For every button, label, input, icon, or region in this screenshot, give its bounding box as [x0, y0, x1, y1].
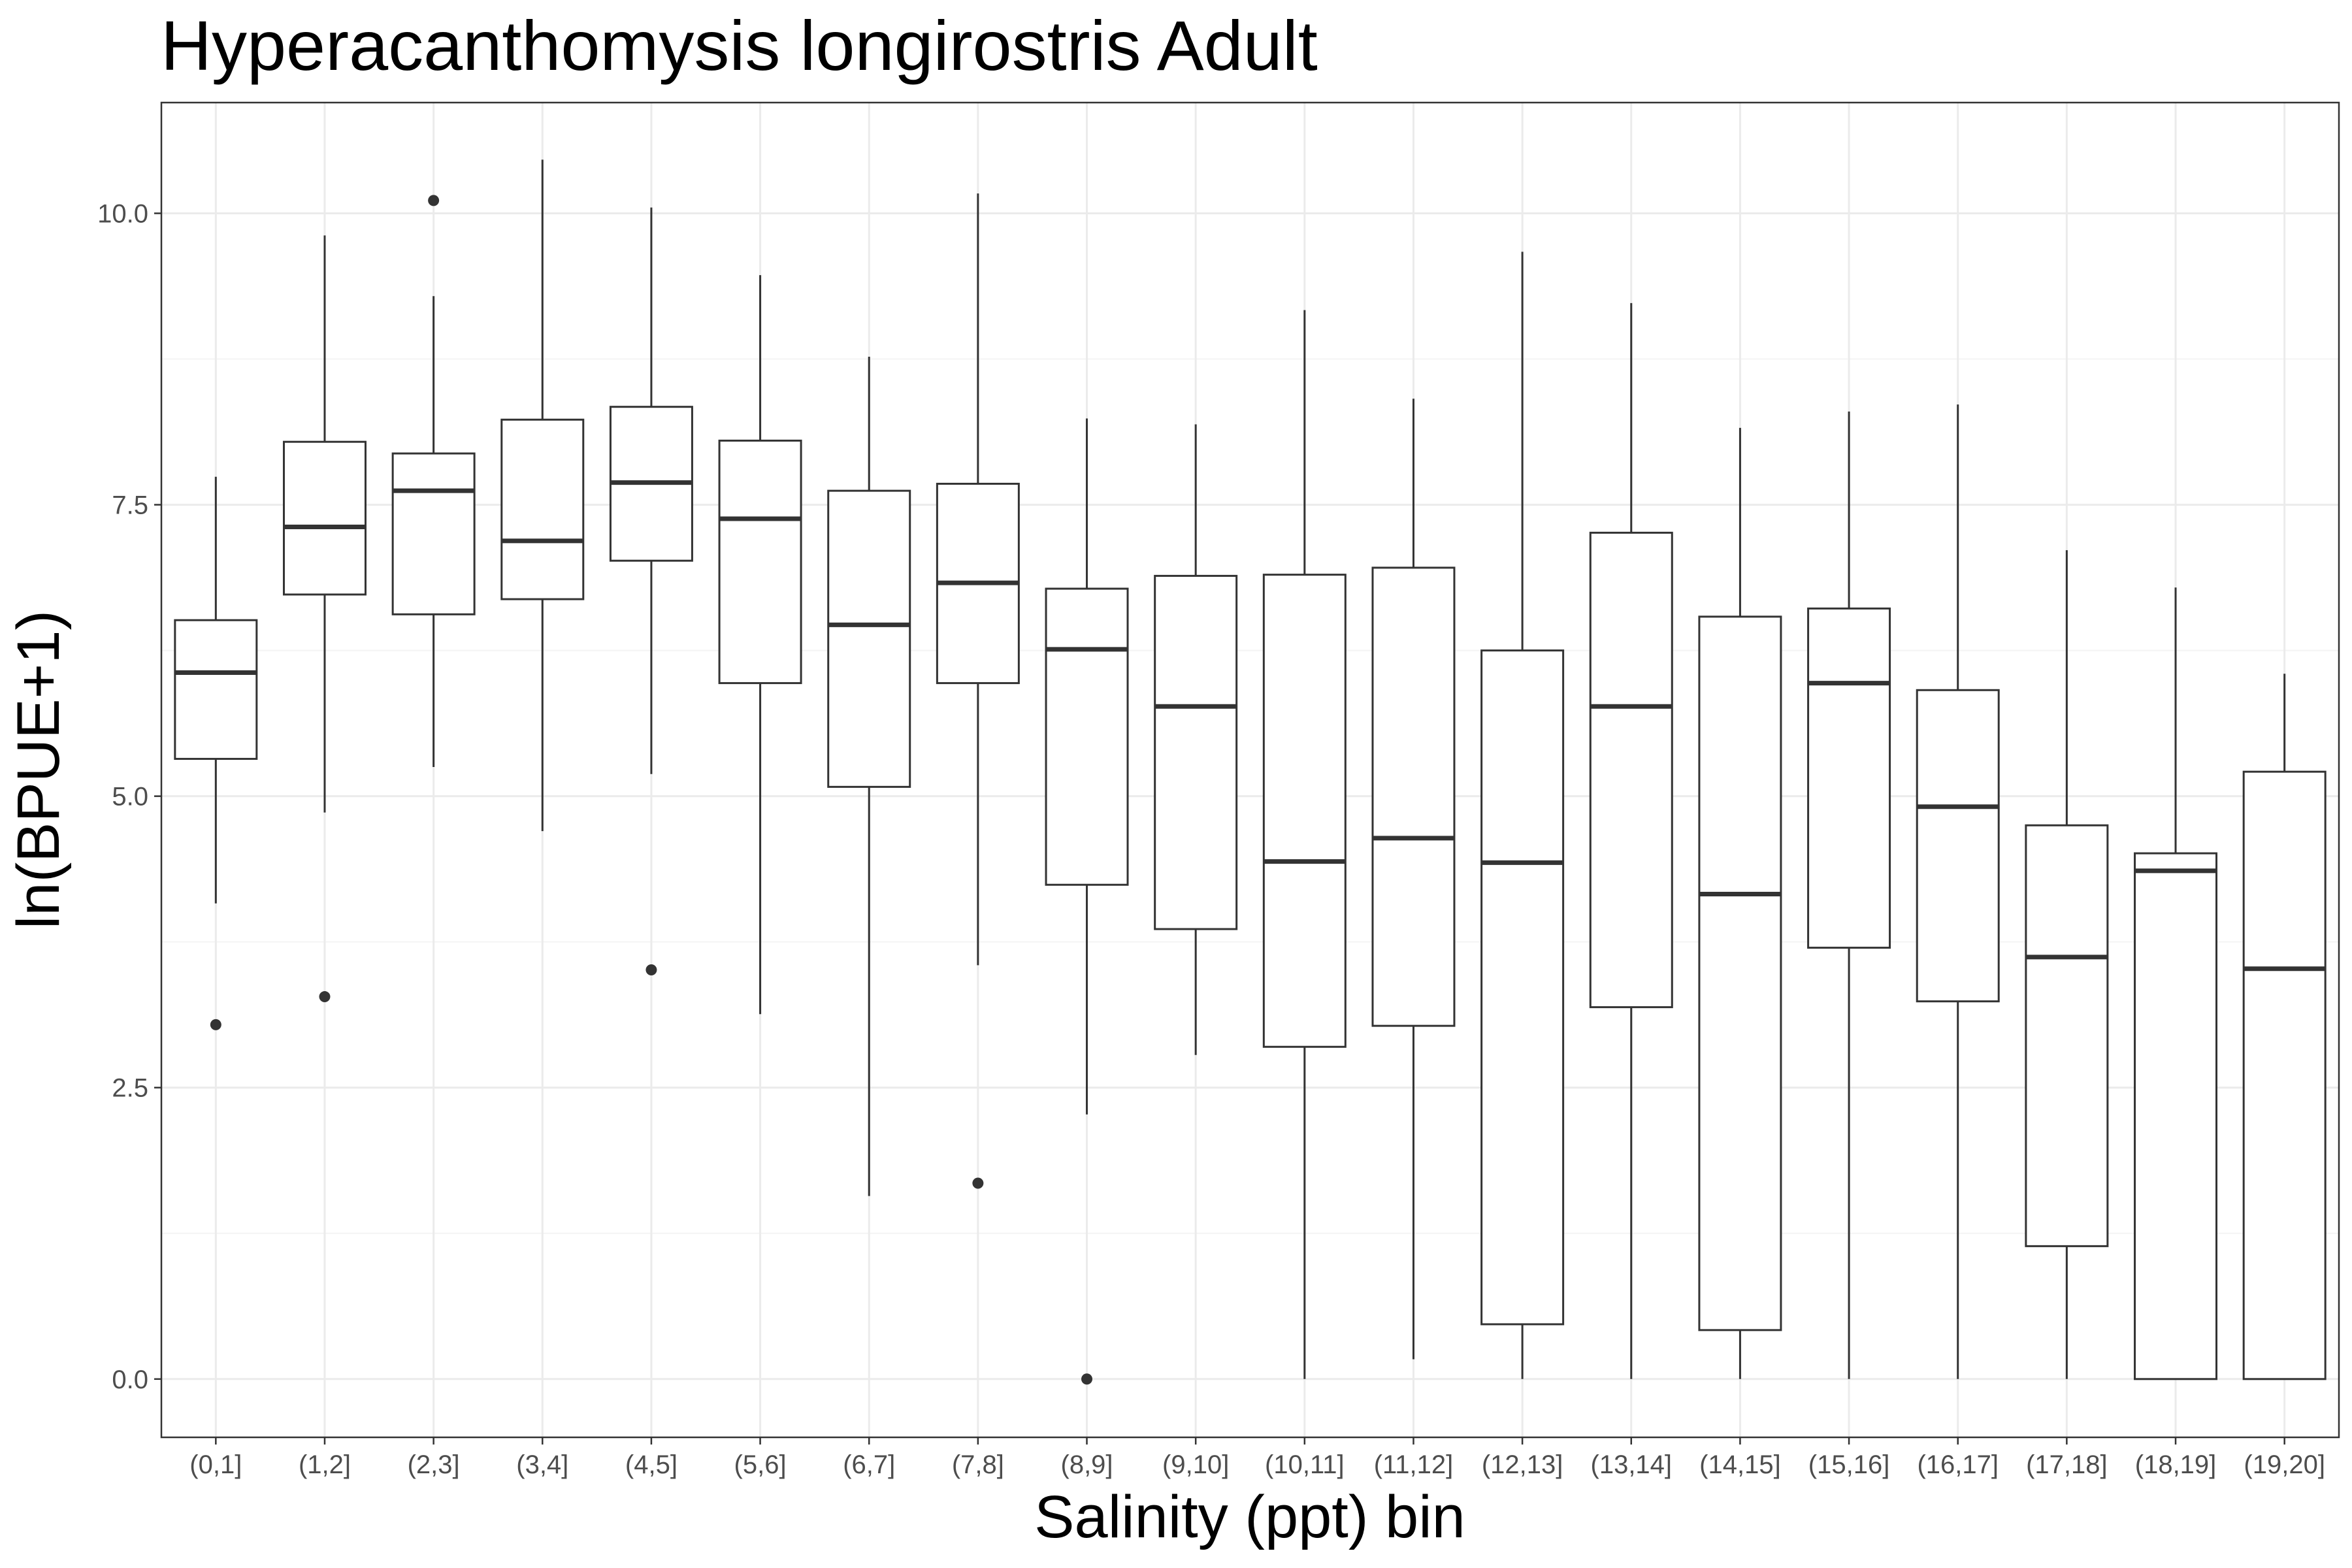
iqr-box	[1916, 689, 2000, 1003]
y-axis-title: ln(BPUE+1)	[5, 610, 72, 929]
box-group	[391, 195, 476, 768]
x-tick-label: (7,8]	[952, 1450, 1004, 1479]
iqr-box	[827, 489, 911, 788]
iqr-box	[2134, 852, 2218, 1380]
grid-layer	[161, 103, 2339, 1437]
box-group	[1045, 418, 1129, 1385]
iqr-box	[1371, 566, 1456, 1027]
outlier-point	[319, 991, 331, 1003]
box-group	[1916, 404, 2000, 1379]
box-group	[1371, 399, 1456, 1360]
box-group	[500, 159, 585, 832]
x-tick-label: (4,5]	[625, 1450, 678, 1479]
iqr-box	[1698, 615, 1782, 1331]
iqr-box	[1262, 574, 1347, 1048]
iqr-box	[282, 440, 367, 596]
box-group	[718, 275, 802, 1015]
x-tick-label: (6,7]	[843, 1450, 895, 1479]
x-tick-label: (16,17]	[1917, 1450, 1999, 1479]
y-tick-label: 7.5	[112, 491, 148, 520]
outlier-point	[428, 195, 440, 206]
box-layer	[174, 159, 2327, 1385]
box-group	[609, 207, 693, 976]
x-tick-label: (5,6]	[734, 1450, 787, 1479]
box-group	[827, 356, 911, 1196]
outlier-point	[645, 964, 657, 976]
x-tick-label: (18,19]	[2135, 1450, 2217, 1479]
iqr-box	[500, 418, 585, 600]
iqr-box	[391, 452, 476, 615]
x-tick-label: (3,4]	[516, 1450, 568, 1479]
box-group	[1154, 424, 1238, 1055]
outlier-point	[1081, 1373, 1093, 1385]
x-tick-label: (9,10]	[1162, 1450, 1229, 1479]
x-tick-label: (17,18]	[2026, 1450, 2108, 1479]
box-group	[1807, 411, 1891, 1379]
y-tick-label: 0.0	[112, 1365, 148, 1394]
iqr-box	[2242, 770, 2327, 1380]
x-tick-label: (13,14]	[1591, 1450, 1673, 1479]
x-tick-label: (19,20]	[2244, 1450, 2325, 1479]
chart-title: Hyperacanthomysis longirostris Adult	[161, 6, 1318, 85]
box-group	[2025, 550, 2109, 1379]
iqr-box	[1807, 607, 1891, 949]
iqr-box	[1480, 649, 1565, 1326]
box-group	[936, 193, 1020, 1189]
axis-layer: 0.0 2.5 5.0 7.5 10.0 (0,1] (1,2] (2,3] (3,4] (4,5…	[97, 200, 2325, 1479]
x-tick-label: (10,11]	[1265, 1450, 1345, 1479]
x-tick-label: (1,2]	[299, 1450, 351, 1479]
x-tick-label: (0,1]	[189, 1450, 242, 1479]
y-tick-label: 2.5	[112, 1074, 148, 1103]
outlier-point	[210, 1019, 221, 1030]
y-tick-label: 10.0	[97, 200, 148, 229]
box-group	[174, 476, 258, 1030]
box-group	[2242, 674, 2327, 1380]
box-group	[282, 235, 367, 1003]
iqr-box	[1154, 574, 1238, 930]
box-group	[1480, 252, 1565, 1379]
iqr-box	[174, 619, 258, 760]
x-axis-title: Salinity (ppt) bin	[1034, 1484, 1465, 1550]
x-tick-label: (2,3]	[408, 1450, 460, 1479]
iqr-box	[1045, 587, 1129, 886]
panel-border	[160, 101, 2340, 1439]
box-group	[1698, 427, 1782, 1379]
outlier-point	[972, 1177, 984, 1189]
y-tick-label: 5.0	[112, 783, 148, 811]
x-tick-label: (12,13]	[1482, 1450, 1563, 1479]
box-group	[2134, 587, 2218, 1380]
x-tick-label: (14,15]	[1699, 1450, 1781, 1479]
box-group	[1589, 302, 1673, 1379]
x-tick-label: (11,12]	[1374, 1450, 1454, 1479]
x-tick-label: (15,16]	[1808, 1450, 1890, 1479]
iqr-box	[718, 439, 802, 685]
iqr-box	[2025, 824, 2109, 1247]
iqr-box	[1589, 531, 1673, 1009]
x-tick-label: (8,9]	[1061, 1450, 1113, 1479]
box-group	[1262, 310, 1347, 1379]
